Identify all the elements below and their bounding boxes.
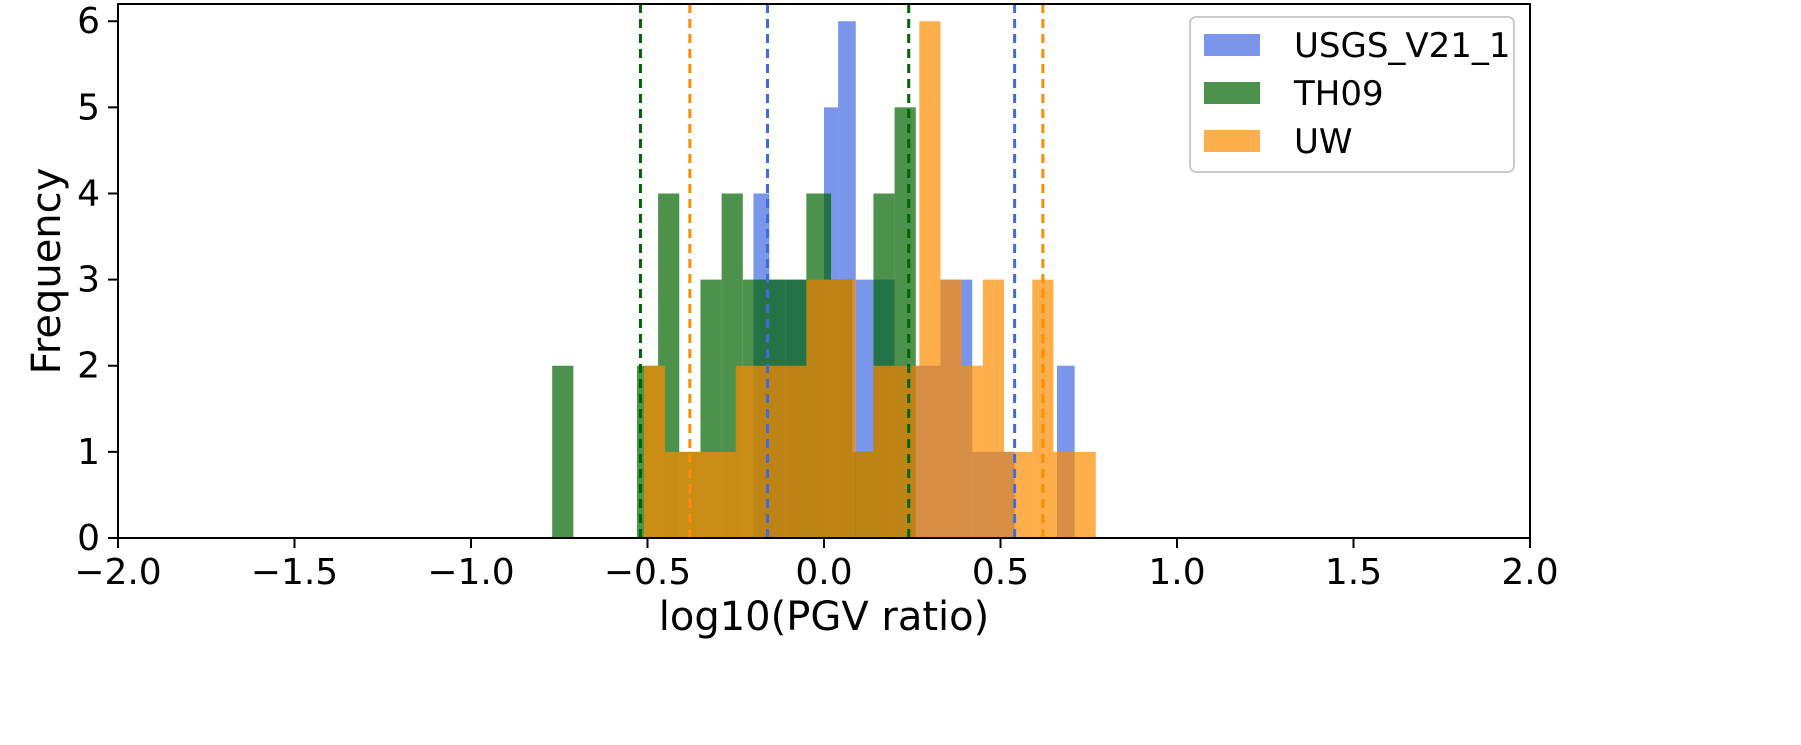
y-tick-label: 0 — [77, 518, 100, 559]
bar-UW-1 — [665, 451, 736, 538]
bar-UW-7 — [919, 21, 941, 538]
y-tick-label: 3 — [77, 260, 100, 301]
legend-label-TH09: TH09 — [1293, 74, 1384, 114]
y-axis-label: Frequency — [24, 168, 70, 375]
bar-UW-3 — [806, 279, 828, 538]
x-tick-label: −1.5 — [251, 552, 338, 593]
series-UW-bars — [643, 21, 1096, 538]
legend-label-UW: UW — [1294, 122, 1353, 162]
bar-UW-9 — [961, 365, 983, 538]
y-tick-label: 5 — [77, 87, 100, 128]
x-tick-label: 0.0 — [795, 552, 852, 593]
bar-UW-12 — [1032, 279, 1054, 538]
x-tick-label: 0.5 — [972, 552, 1029, 593]
bar-UW-13 — [1053, 451, 1096, 538]
bar-UW-8 — [940, 279, 962, 538]
legend-swatch-TH09 — [1204, 82, 1260, 104]
bar-UW-10 — [982, 279, 1005, 538]
legend: USGS_V21_1 TH09 UW — [1189, 16, 1515, 173]
y-tick-label: 1 — [77, 432, 100, 473]
y-axis-ticks: 0 1 2 3 4 5 6 — [77, 1, 118, 559]
y-tick-label: 2 — [77, 346, 100, 387]
legend-swatch-UW — [1204, 130, 1260, 152]
bar-UW-11 — [1004, 451, 1033, 538]
legend-box — [1189, 16, 1515, 173]
x-tick-label: 1.5 — [1325, 552, 1382, 593]
y-tick-label: 4 — [77, 173, 100, 214]
x-tick-label: 1.0 — [1148, 552, 1205, 593]
bar-UW-4 — [827, 279, 856, 538]
bar-TH09-0 — [552, 365, 574, 538]
x-tick-label: −1.0 — [427, 552, 514, 593]
bar-UW-0 — [643, 365, 666, 538]
bar-UW-5 — [855, 451, 874, 538]
x-tick-label: 2.0 — [1501, 552, 1558, 593]
bars-layer — [552, 21, 1096, 539]
x-tick-label: −2.0 — [74, 552, 161, 593]
x-axis-ticks: −2.0 −1.5 −1.0 −0.5 0.0 0.5 1.0 1.5 2.0 — [74, 538, 1559, 593]
x-axis-label: log10(PGV ratio) — [659, 594, 990, 640]
legend-label-USGS_V21_1: USGS_V21_1 — [1294, 26, 1511, 66]
x-tick-label: −0.5 — [604, 552, 691, 593]
bar-UW-2 — [735, 365, 807, 538]
legend-swatch-USGS_V21_1 — [1204, 34, 1260, 56]
y-tick-label: 6 — [77, 1, 100, 42]
bar-UW-6 — [873, 365, 920, 538]
